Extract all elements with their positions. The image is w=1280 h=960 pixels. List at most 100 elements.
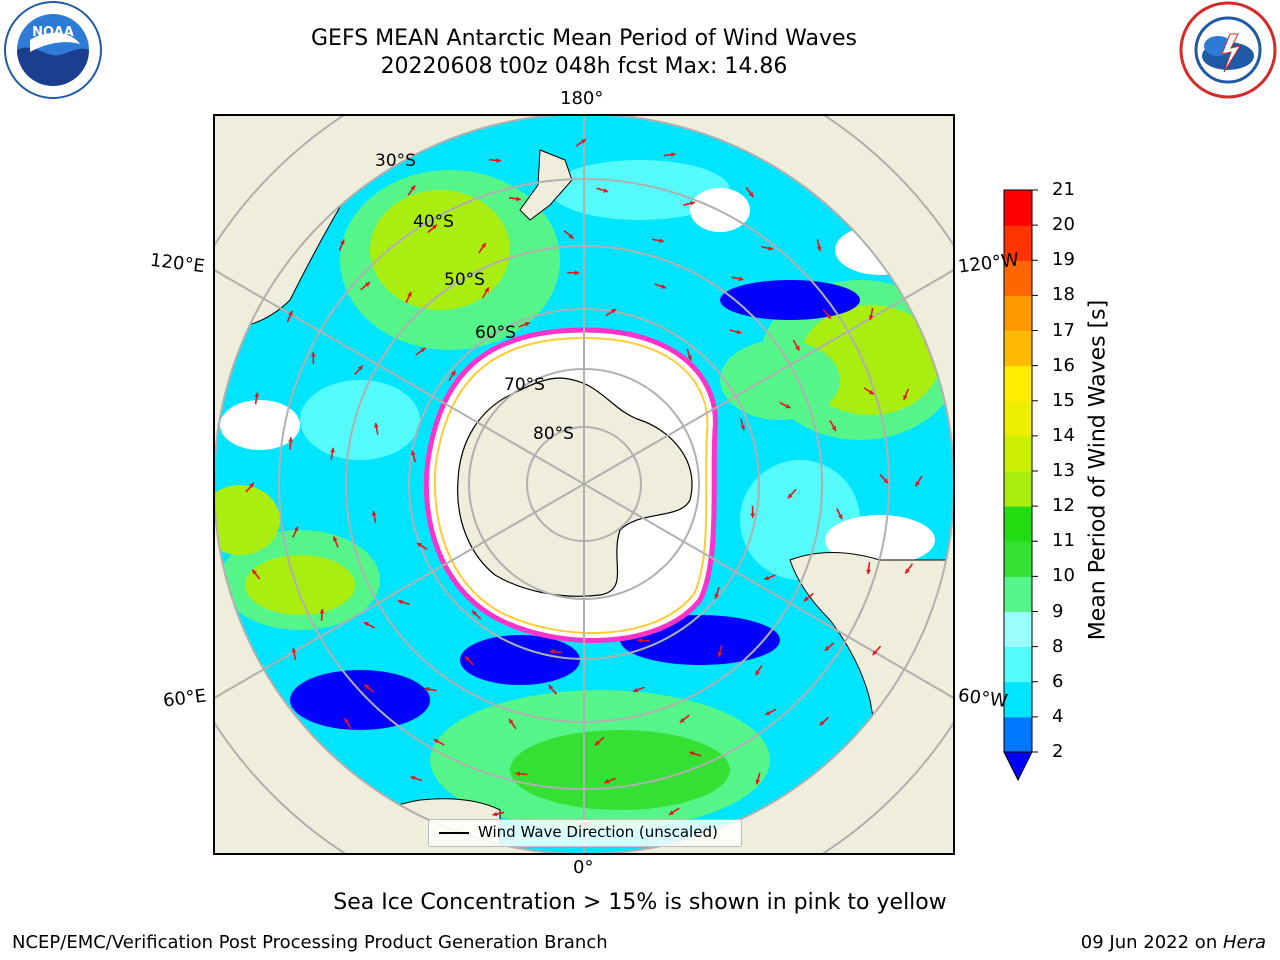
wave-direction-arrowhead [319,608,325,614]
colorbar-segment [1004,400,1032,437]
wave-direction-arrowhead [416,542,422,548]
wave-direction-arrowhead [358,365,363,371]
colorbar-tick-label: 16 [1052,354,1075,376]
colorbar-segment [1004,611,1032,648]
wave-direction-arrowhead [484,287,489,293]
wave-direction-arrowhead [410,185,416,191]
wave-direction-arrowhead [659,238,664,244]
wave-direction-arrowhead [915,481,920,487]
sea-ice-caption: Sea Ice Concentration > 15% is shown in … [333,890,947,915]
lat-label-50s: 50°S [444,270,485,290]
wave-direction-arrowhead [826,313,831,319]
graticule [214,115,954,854]
lon-label-180: 180° [560,88,604,109]
wave-direction-arrowhead [690,201,695,206]
noaa-logo: NOAA [0,0,106,100]
footer-date-text: 09 Jun 2022 on [1080,932,1223,953]
colorbar-tick-label: 11 [1052,530,1075,552]
wave-direction-arrowhead [420,347,426,353]
colorbar-tick-label: 14 [1052,424,1075,446]
wave-direction-arrowhead [748,192,754,198]
wave-direction-arrowhead [374,422,379,428]
wave-direction-arrowhead [310,352,316,357]
wave-direction-arrowhead [397,599,403,605]
colorbar-title: Mean Period of Wind Waves [s] [1085,299,1111,641]
wave-direction-arrowhead [768,245,773,251]
lon-label-0: 0° [573,857,594,878]
colorbar-segment [1004,435,1032,472]
svg-text:NOAA: NOAA [32,25,74,40]
wave-direction-arrowhead [365,282,370,287]
wave-direction-arrowhead [249,482,254,488]
nws-logo [1176,0,1280,100]
wave-direction-arrowhead [411,450,416,456]
wave-direction-arrowhead [689,751,695,756]
wind-wave-arrows [245,138,923,827]
wave-direction-arrowhead [288,437,293,442]
colorbar-tick-label: 21 [1052,179,1075,200]
wave-direction-arrowhead [254,392,260,398]
wave-direction-arrowhead [717,651,723,657]
wave-direction-arrowhead [785,403,791,409]
colorbar-segment [1004,190,1032,226]
wave-direction-arrowhead [868,315,874,320]
wave-direction-arrowhead [340,239,345,245]
wave-direction-arrowhead [344,718,350,724]
wave-direction-arrowhead [816,246,822,252]
lat-label-80s: 80°S [533,424,574,444]
wave-direction-arrowhead [604,778,610,784]
legend-line-symbol [439,832,469,834]
lat-label-70s: 70°S [504,375,545,395]
wave-direction-arrowhead [410,775,416,781]
colorbar-tick-label: 9 [1052,600,1064,622]
colorbar-segment [1004,681,1032,718]
map-frame [213,114,955,855]
wave-direction-arrowhead [363,622,369,627]
wave-direction-arrowhead [433,739,439,744]
wave-direction-arrowhead [580,139,586,144]
wave-direction-arrowhead [548,685,554,691]
wave-direction-arrowhead [668,810,674,815]
wave-direction-arrowhead [550,649,555,655]
land-new-zealand [519,149,573,221]
wave-direction-arrowhead [679,718,685,723]
legend-label: Wind Wave Direction (unscaled) [478,823,718,841]
chart-subtitle: 20220608 t00z 048h fcst Max: 14.86 [380,54,788,79]
wave-direction-arrowhead [595,740,600,746]
wave-direction-arrowhead [633,687,639,693]
wave-direction-arrowhead [661,284,667,289]
wave-direction-arrowhead [868,389,874,395]
wave-direction-arrowhead [787,493,793,499]
wave-direction-arrowhead [293,526,299,532]
land-antarctica [457,377,693,597]
wave-direction-arrowhead [407,291,412,297]
wave-direction-arrowhead [765,710,771,715]
wave-direction-arrowhead [824,646,830,651]
colorbar-tick-label: 6 [1052,670,1064,692]
colorbar-segment [1004,225,1032,261]
wave-direction-arrowhead [481,243,486,248]
footer-credit: NCEP/EMC/Verification Post Processing Pr… [12,932,608,953]
wave-direction-arrowhead [524,321,530,327]
colorbar-segment [1004,716,1032,753]
colorbar-segment [1004,365,1032,402]
lat-label-60s: 60°S [475,323,516,343]
colorbar-tick-label: 20 [1052,214,1075,236]
colorbar-segment [1004,471,1032,507]
wave-direction-arrowhead [750,513,756,518]
wave-direction-arrowhead [838,514,843,520]
wave-direction-arrowhead [866,569,871,575]
wave-direction-arrowhead [611,309,617,314]
wave-direction-arrowhead [671,152,676,157]
wave-direction-arrowhead [515,771,521,777]
colorbar-tick-label: 18 [1052,284,1075,306]
colorbar-segment [1004,576,1032,612]
footer-date: 09 Jun 2022 on Hera [1081,932,1266,953]
colorbar-segment [1004,646,1032,683]
wave-direction-arrowhead [574,270,580,276]
sea-ice-edge-inner [433,336,709,634]
wave-direction-arrowhead [252,569,257,575]
wave-direction-arrowhead [568,233,574,239]
wave-direction-arrowhead [364,684,370,690]
